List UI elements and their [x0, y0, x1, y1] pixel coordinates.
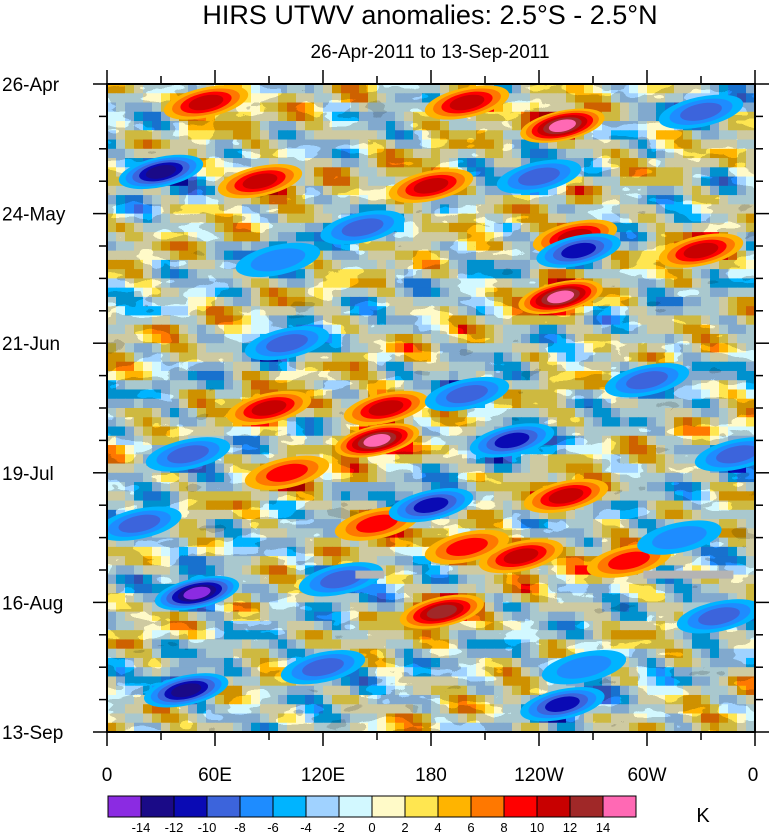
chart-title: HIRS UTWV anomalies: 2.5°S - 2.5°N [202, 0, 657, 30]
chart-subtitle: 26-Apr-2011 to 13-Sep-2011 [310, 42, 549, 63]
plot-area [107, 84, 755, 732]
